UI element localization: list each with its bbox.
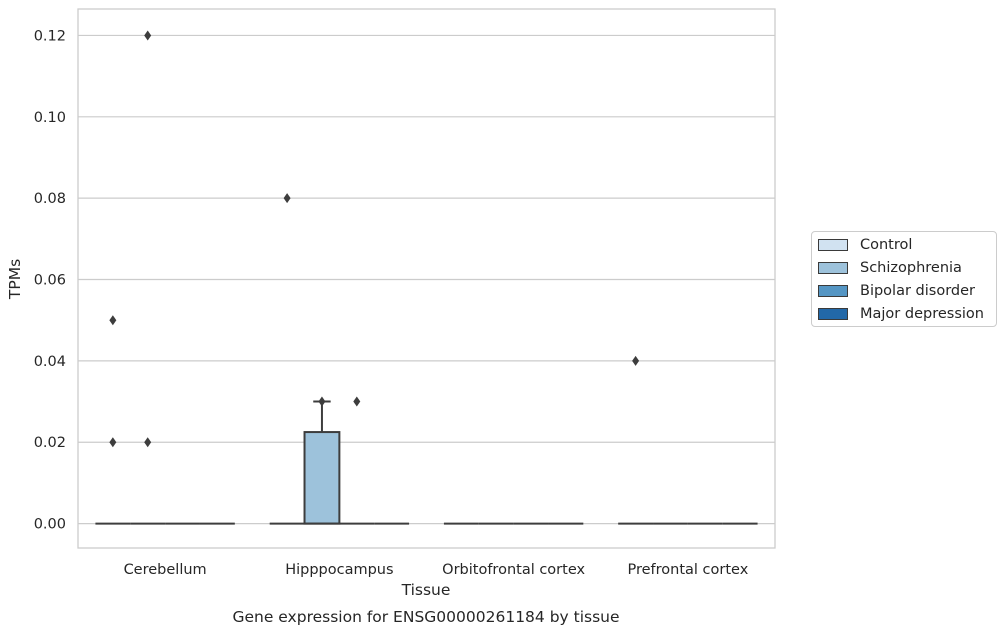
y-tick-label: 0.10 xyxy=(34,110,66,126)
box-control-3 xyxy=(618,355,654,525)
legend: Control Schizophrenia Bipolar disorder Majo… xyxy=(811,231,997,327)
legend-swatch xyxy=(818,239,848,251)
y-tick-label: 0.00 xyxy=(34,517,66,533)
legend-label: Schizophrenia xyxy=(860,260,962,276)
y-axis-title: TPMs xyxy=(6,259,24,300)
box-control-0 xyxy=(95,315,131,525)
legend-swatch xyxy=(818,308,848,320)
outlier-point xyxy=(144,437,152,448)
outlier-point xyxy=(632,355,640,366)
x-tick-label: Prefrontal cortex xyxy=(627,562,748,578)
outlier-point xyxy=(283,193,291,204)
x-tick-label: Hipppocampus xyxy=(285,562,393,578)
x-tick-label: Cerebellum xyxy=(124,562,207,578)
x-tick-labels: Cerebellum Hipppocampus Orbitofrontal cort… xyxy=(124,562,749,578)
legend-item: Schizophrenia xyxy=(818,258,962,278)
outlier-point xyxy=(144,30,152,41)
box-schizophrenia-1 xyxy=(303,396,341,525)
plot-frame xyxy=(77,8,776,549)
y-tick-label: 0.12 xyxy=(34,28,66,44)
legend-item: Bipolar disorder xyxy=(818,281,975,301)
outlier-point xyxy=(109,437,117,448)
outlier-point xyxy=(109,315,117,326)
box-schizophrenia-0 xyxy=(130,30,166,525)
outlier-point xyxy=(353,396,361,407)
legend-item: Major depression xyxy=(818,304,984,324)
outlier-point xyxy=(318,396,326,407)
legend-swatch xyxy=(818,262,848,274)
box xyxy=(303,431,341,525)
box-bipolar-disorder-1 xyxy=(339,396,375,525)
legend-label: Control xyxy=(860,237,913,253)
y-tick-labels: 0.00 0.02 0.04 0.06 0.08 0.10 0.12 xyxy=(34,28,66,532)
legend-label: Major depression xyxy=(860,306,984,322)
y-tick-label: 0.08 xyxy=(34,191,66,207)
y-tick-label: 0.06 xyxy=(34,273,66,289)
chart-title: Gene expression for ENSG00000261184 by t… xyxy=(232,608,619,626)
gridlines xyxy=(78,34,775,525)
legend-item: Control xyxy=(818,235,912,255)
boxes xyxy=(95,30,758,525)
legend-swatch xyxy=(818,285,848,297)
box-control-1 xyxy=(269,193,305,525)
y-tick-label: 0.04 xyxy=(34,354,66,370)
x-tick-label: Orbitofrontal cortex xyxy=(442,562,585,578)
y-tick-label: 0.02 xyxy=(34,435,66,451)
legend-label: Bipolar disorder xyxy=(860,283,975,299)
x-axis-title: Tissue xyxy=(401,581,451,599)
